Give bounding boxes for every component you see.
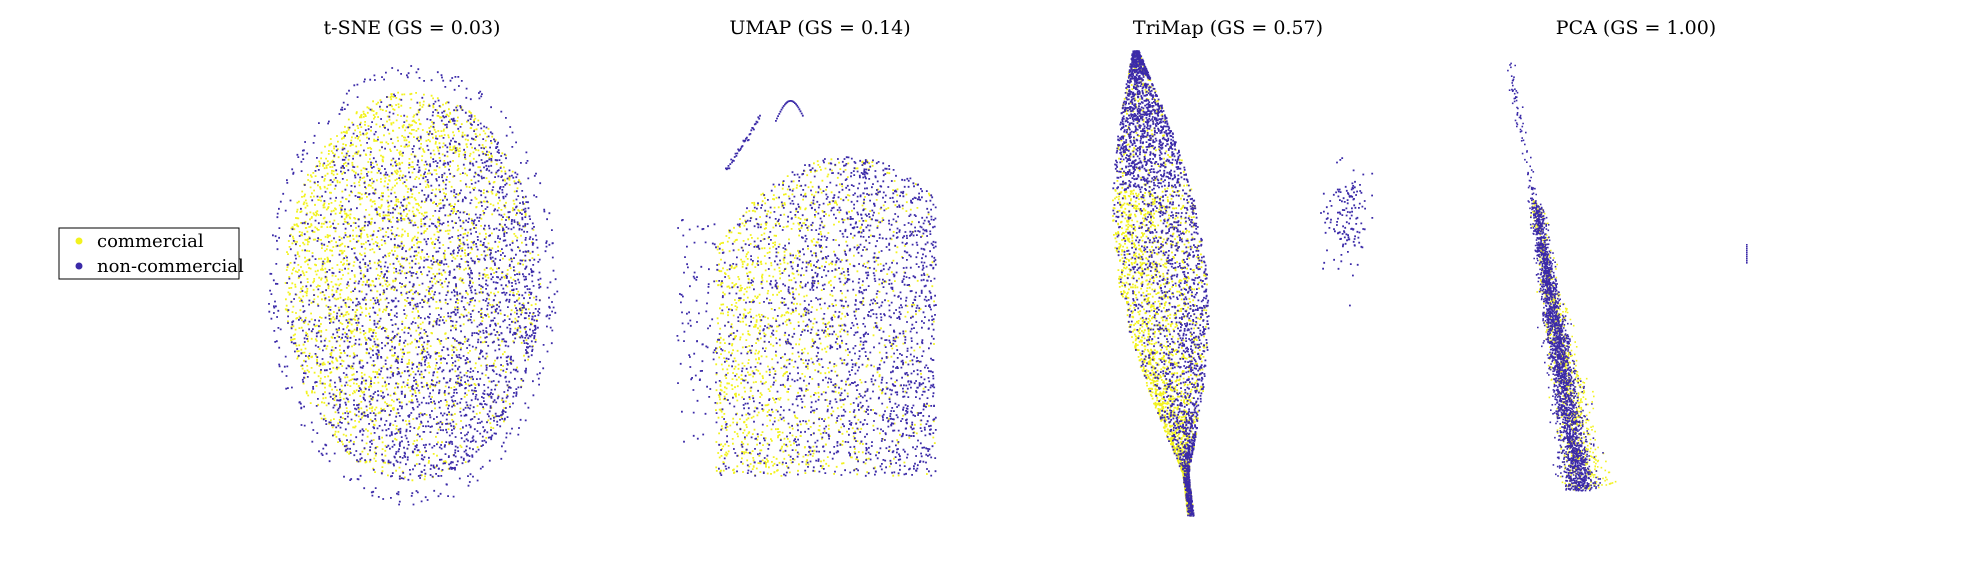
scatter-points-non-commercial [676, 100, 937, 477]
scatter-panel-umap [676, 100, 937, 477]
series-non-commercial [268, 65, 559, 506]
series-non-commercial [676, 100, 937, 477]
scatter-points-commercial [1112, 52, 1208, 517]
panel-title-pca: PCA (GS = 1.00) [1556, 17, 1716, 39]
legend-label-non-commercial: non-commercial [97, 256, 244, 277]
legend-marker-non-commercial [75, 262, 83, 270]
scatter-points-non-commercial [268, 65, 559, 506]
legend-label-commercial: commercial [97, 231, 204, 252]
series-commercial [1112, 52, 1208, 517]
scatter-panel-trimap [1112, 50, 1374, 517]
scatter-points-non-commercial [1507, 62, 1748, 492]
panel-title-trimap: TriMap (GS = 0.57) [1133, 17, 1323, 39]
scatter-panel-pca [1507, 62, 1748, 492]
scatter-points-non-commercial [1112, 50, 1374, 517]
scatter-points-commercial [715, 158, 936, 477]
legend-marker-commercial [75, 237, 83, 245]
panel-title-tsne: t-SNE (GS = 0.03) [324, 17, 501, 39]
panel-title-umap: UMAP (GS = 0.14) [729, 17, 910, 39]
series-commercial [715, 158, 936, 477]
scatter-panel-tsne [268, 65, 559, 506]
series-non-commercial [1112, 50, 1374, 517]
series-non-commercial [1507, 62, 1748, 492]
legend: commercial non-commercial [58, 227, 244, 280]
legend-box [58, 227, 240, 280]
